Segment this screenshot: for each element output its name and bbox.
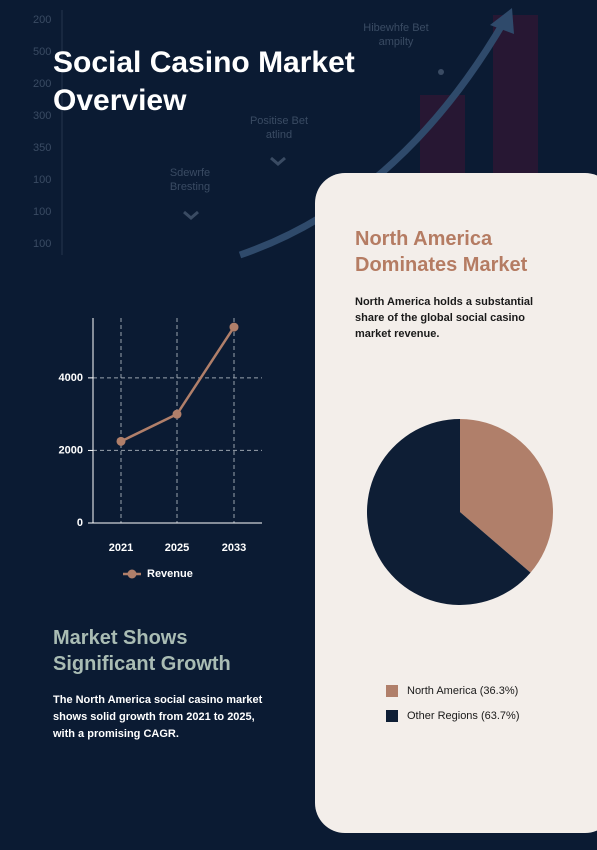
bg-axis-label: 200 [33, 14, 51, 26]
bg-chevron [183, 210, 199, 220]
legend-marker [127, 569, 137, 579]
bg-axis-label: 200 [33, 78, 51, 90]
legend-swatch [386, 710, 398, 722]
legend-label: North America (36.3%) [407, 685, 518, 697]
bg-annotation: Sdewrfe Bresting [169, 167, 211, 193]
bg-annotation: Hibewhfe Bet ampilty [363, 22, 429, 48]
bg-axis-label: 100 [33, 174, 51, 186]
x-tick-label: 2033 [222, 542, 246, 554]
y-tick-label: 2000 [59, 444, 83, 456]
pie-heading: North America Dominates Market [355, 228, 528, 276]
bg-chevron [270, 156, 286, 166]
bg-arrow [238, 18, 509, 259]
y-tick-label: 0 [77, 517, 83, 529]
pie-description: North America holds a substantial share … [355, 296, 534, 340]
y-tick-label: 4000 [59, 372, 83, 384]
bg-dot [438, 69, 444, 75]
pie-slice [460, 419, 553, 573]
bg-arrow-head [490, 8, 514, 34]
line-description: The North America social casino market s… [53, 694, 263, 740]
bg-axis-label: 300 [33, 110, 51, 122]
point [172, 409, 182, 419]
bg-axis-label: 500 [33, 46, 51, 58]
bg-annotation: Positise Bet atlind [249, 115, 309, 141]
pie-slice [366, 419, 531, 605]
point [116, 436, 126, 446]
bg-axis-label: 100 [33, 206, 51, 218]
x-tick-label: 2021 [109, 542, 133, 554]
legend-label: Other Regions (63.7%) [407, 710, 520, 722]
bg-axis-label: 350 [33, 142, 51, 154]
page-title: Social Casino Market Overview [53, 46, 355, 117]
legend-label: Revenue [147, 568, 193, 580]
x-tick-label: 2025 [165, 542, 189, 554]
bg-axis-label: 100 [33, 238, 51, 250]
point [229, 322, 239, 332]
legend-swatch [386, 685, 398, 697]
line-heading: Market Shows Significant Growth [53, 627, 231, 675]
